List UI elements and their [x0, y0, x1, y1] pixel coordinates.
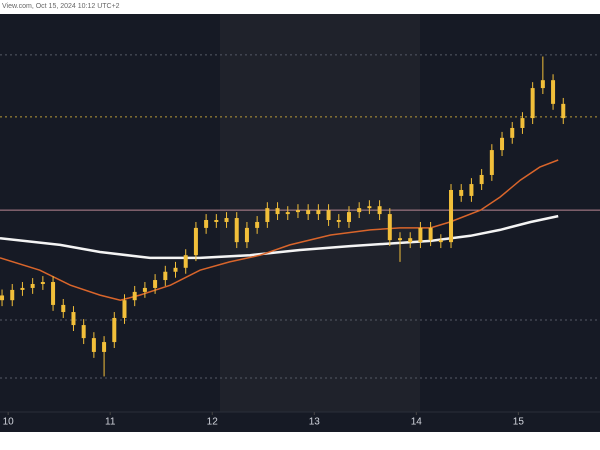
candle-body [510, 127, 515, 138]
candle-body [530, 88, 535, 119]
candle-body [346, 212, 351, 222]
moving-average-line [0, 159, 559, 301]
candle-body [61, 304, 66, 313]
candle-body [561, 103, 566, 119]
candle-body [449, 189, 454, 243]
candle-body [428, 227, 433, 241]
candle-body [540, 80, 545, 89]
candle-body [306, 210, 311, 215]
candle-body [51, 282, 56, 305]
candle-body [398, 238, 402, 241]
candle-body [40, 282, 45, 284]
header-text: View.com, Oct 15, 2024 10:12 UTC+2 [2, 3, 120, 10]
x-tick-label: 15 [513, 417, 525, 428]
candle-body [551, 80, 556, 104]
candle-body [132, 291, 137, 301]
x-tick-label: 14 [411, 417, 423, 428]
candle-body [112, 317, 117, 343]
candle-body [285, 212, 290, 215]
candle-body [163, 271, 168, 281]
candle-body [479, 174, 484, 185]
candle-body [469, 184, 474, 196]
candle-body [489, 150, 494, 175]
candle-body [153, 280, 158, 288]
candle-body [122, 300, 127, 318]
candle-body [204, 220, 209, 228]
bottom-strip [0, 432, 600, 450]
candle-body [102, 342, 107, 352]
candle-body [377, 206, 382, 215]
candle-body [275, 208, 280, 215]
candle-body [20, 287, 25, 290]
x-tick-label: 12 [207, 417, 219, 428]
candle-body [234, 218, 239, 243]
candle-body [326, 210, 331, 221]
candle-body [91, 338, 96, 352]
candle-body [244, 227, 249, 243]
candle-body [459, 189, 464, 196]
candle-body [30, 283, 35, 288]
candle-body [367, 206, 372, 209]
candle-body [316, 210, 321, 215]
x-tick-label: 10 [3, 417, 15, 428]
candle-body [357, 208, 362, 213]
candle-body [214, 220, 219, 222]
candle-body [387, 214, 392, 241]
candle-body [295, 210, 300, 213]
candle-body [500, 137, 505, 151]
candle-body [408, 238, 413, 243]
top-strip [0, 0, 600, 14]
x-tick-label: 11 [105, 417, 116, 428]
candle-body [183, 255, 188, 268]
candle-body [255, 221, 260, 228]
candle-body [520, 118, 525, 128]
candle-body [438, 240, 443, 243]
candle-body [173, 267, 178, 272]
candle-body [0, 295, 5, 301]
candle-body [10, 289, 15, 301]
x-tick-label: 13 [309, 417, 321, 428]
candle-body [336, 220, 341, 222]
candle-body [224, 218, 229, 222]
candle-body [265, 208, 270, 222]
candle-body [193, 227, 198, 256]
candle-body [71, 312, 76, 326]
candle-body [418, 227, 423, 243]
candle-body [142, 287, 147, 292]
moving-average-line [0, 214, 559, 260]
candle-body [81, 325, 86, 339]
